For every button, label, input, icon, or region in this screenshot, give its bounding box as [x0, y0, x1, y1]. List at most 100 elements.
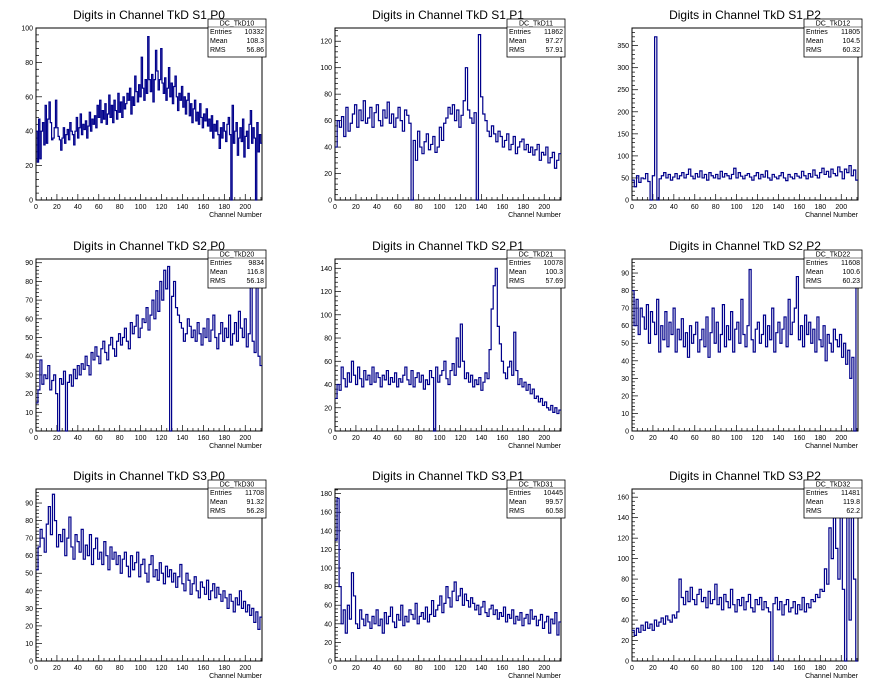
x-tick-label: 60 — [394, 665, 402, 672]
stats-label: Mean — [806, 499, 824, 506]
x-tick-label: 200 — [538, 665, 550, 672]
plot-frame — [334, 258, 562, 432]
stats-label: RMS — [806, 508, 822, 515]
x-tick-label: 20 — [649, 204, 657, 211]
stats-value: 11805 — [841, 29, 860, 36]
y-tick-label: 140 — [617, 515, 629, 522]
x-tick-label: 140 — [476, 435, 488, 442]
stats-label: Entries — [509, 490, 531, 497]
x-tick-label: 160 — [497, 204, 509, 211]
chart-panel-7: Digits in Channel TkD S3 P00 20 40 60 80 100 1… — [25, 469, 267, 680]
x-tick-label: 200 — [835, 204, 847, 211]
x-tick-label: 40 — [670, 204, 678, 211]
stats-value: 11608 — [841, 260, 860, 267]
y-tick-label: 0 — [625, 659, 629, 666]
y-tick-label: 30 — [25, 606, 33, 613]
y-tick-label: 140 — [320, 266, 332, 273]
x-axis-label: Channel Number — [805, 673, 859, 680]
x-tick-label: 80 — [415, 665, 423, 672]
x-tick-label: 100 — [434, 665, 446, 672]
y-tick-label: 60 — [25, 553, 33, 560]
histogram-series — [632, 496, 858, 662]
y-tick-label: 30 — [25, 372, 33, 379]
y-tick-label: 250 — [617, 87, 629, 94]
stats-value: 11481 — [841, 490, 860, 497]
y-tick-label: 300 — [617, 65, 629, 72]
x-tick-label: 180 — [218, 435, 230, 442]
x-tick-label: 80 — [415, 204, 423, 211]
y-tick-label: 80 — [324, 92, 332, 99]
x-tick-label: 200 — [538, 435, 550, 442]
y-tick-label: 20 — [25, 391, 33, 398]
chart-title: Digits in Channel TkD S1 P0 — [73, 8, 225, 22]
stats-label: Mean — [509, 499, 527, 506]
x-axis-label: Channel Number — [508, 673, 562, 680]
x-tick-label: 0 — [333, 204, 337, 211]
x-tick-label: 0 — [34, 435, 38, 442]
x-tick-label: 60 — [394, 204, 402, 211]
stats-box-name: DC_TkD21 — [519, 252, 554, 259]
stats-label: RMS — [210, 508, 226, 515]
x-tick-label: 120 — [455, 665, 467, 672]
y-tick-label: 150 — [617, 131, 629, 138]
x-tick-label: 160 — [794, 204, 806, 211]
stats-label: Entries — [806, 490, 828, 497]
histogram-series — [335, 34, 561, 201]
stats-label: Entries — [806, 29, 828, 36]
stats-value: 57.69 — [545, 278, 563, 285]
y-tick-label: 20 — [621, 638, 629, 645]
y-tick-label: 40 — [25, 354, 33, 361]
x-tick-label: 20 — [53, 665, 61, 672]
x-tick-label: 80 — [116, 665, 124, 672]
plot-frame — [35, 488, 263, 662]
stats-label: Entries — [806, 260, 828, 267]
x-tick-label: 180 — [814, 435, 826, 442]
x-tick-label: 120 — [752, 204, 764, 211]
x-tick-label: 0 — [630, 665, 634, 672]
x-tick-label: 40 — [670, 435, 678, 442]
x-tick-label: 100 — [731, 435, 743, 442]
y-tick-label: 80 — [324, 336, 332, 343]
x-tick-label: 160 — [198, 435, 210, 442]
y-tick-label: 80 — [25, 279, 33, 286]
x-tick-label: 40 — [74, 435, 82, 442]
x-tick-label: 180 — [218, 665, 230, 672]
histogram-series — [36, 262, 262, 432]
x-tick-label: 80 — [712, 665, 720, 672]
y-tick-label: 40 — [324, 382, 332, 389]
stats-label: RMS — [806, 278, 822, 285]
y-tick-label: 120 — [320, 547, 332, 554]
x-tick-label: 80 — [116, 435, 124, 442]
y-tick-label: 100 — [320, 566, 332, 573]
x-tick-label: 180 — [517, 204, 529, 211]
chart-panel-2: Digits in Channel TkD S1 P1 0 20 40 60 80 100 1… — [320, 8, 566, 219]
stats-value: 10445 — [544, 490, 564, 497]
stats-box-frame — [803, 18, 863, 58]
x-axis-label: Channel Number — [209, 212, 263, 219]
x-tick-label: 140 — [773, 665, 785, 672]
stats-label: Entries — [509, 260, 531, 267]
x-tick-label: 20 — [53, 204, 61, 211]
y-tick-label: 80 — [25, 518, 33, 525]
x-tick-label: 140 — [773, 204, 785, 211]
stats-value: 56.28 — [246, 508, 264, 515]
stats-label: Mean — [210, 499, 228, 506]
stats-value: 60.58 — [545, 508, 563, 515]
x-tick-label: 140 — [177, 204, 189, 211]
y-tick-label: 0 — [29, 429, 33, 436]
y-tick-label: 20 — [324, 171, 332, 178]
x-tick-label: 80 — [712, 204, 720, 211]
x-tick-label: 40 — [74, 204, 82, 211]
y-tick-label: 0 — [328, 198, 332, 205]
x-axis-label: Channel Number — [508, 212, 562, 219]
plot-frame — [631, 258, 859, 432]
stats-label: Mean — [806, 269, 824, 276]
x-tick-label: 180 — [814, 204, 826, 211]
x-tick-label: 80 — [116, 204, 124, 211]
x-tick-label: 40 — [670, 665, 678, 672]
